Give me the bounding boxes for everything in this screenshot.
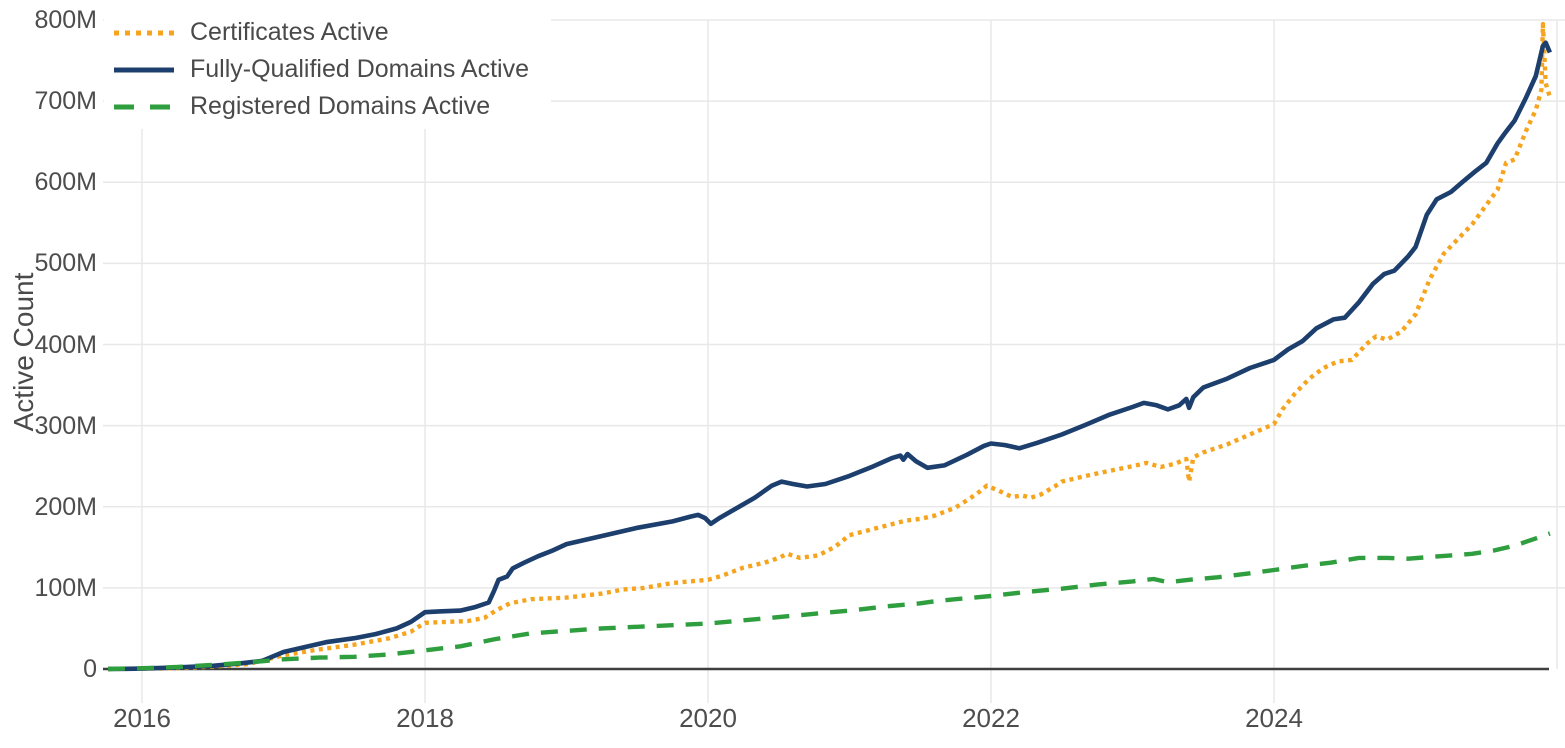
- legend-item-certificates-active[interactable]: Certificates Active: [114, 14, 529, 51]
- y-tick-label: 0: [83, 655, 97, 683]
- legend: Certificates Active Fully-Qualified Doma…: [104, 12, 552, 129]
- x-tick-label: 2024: [1245, 703, 1303, 733]
- x-tick-label: 2020: [679, 703, 737, 733]
- series-line-fully-qualified-domains-active[interactable]: [107, 40, 1553, 672]
- series-line-certificates-active[interactable]: [107, 21, 1553, 672]
- x-tick-label: 2018: [396, 703, 454, 733]
- legend-label: Fully-Qualified Domains Active: [190, 55, 530, 83]
- y-tick-label: 300M: [34, 411, 97, 440]
- y-tick-label: 500M: [34, 249, 97, 278]
- y-tick-label: 800M: [34, 6, 97, 34]
- y-tick-label: 600M: [34, 168, 97, 197]
- x-tick-label: 2016: [113, 703, 171, 733]
- y-tick-label: 100M: [34, 573, 97, 602]
- y-tick-label: 400M: [34, 330, 97, 359]
- series-line-registered-domains-active[interactable]: [107, 531, 1551, 672]
- legend-label: Registered Domains Active: [190, 92, 491, 120]
- x-tick-label: 2022: [962, 703, 1020, 733]
- registered-line-sample-icon: [114, 104, 174, 109]
- legend-item-registered-domains-active[interactable]: Registered Domains Active: [114, 88, 529, 125]
- legend-label: Certificates Active: [190, 18, 389, 46]
- legend-item-fully-qualified-domains-active[interactable]: Fully-Qualified Domains Active: [114, 51, 529, 88]
- y-tick-label: 200M: [34, 492, 97, 521]
- y-tick-label: 700M: [34, 87, 97, 116]
- fqdn-line-sample-icon: [114, 67, 174, 72]
- certificates-line-sample-icon: [114, 30, 174, 35]
